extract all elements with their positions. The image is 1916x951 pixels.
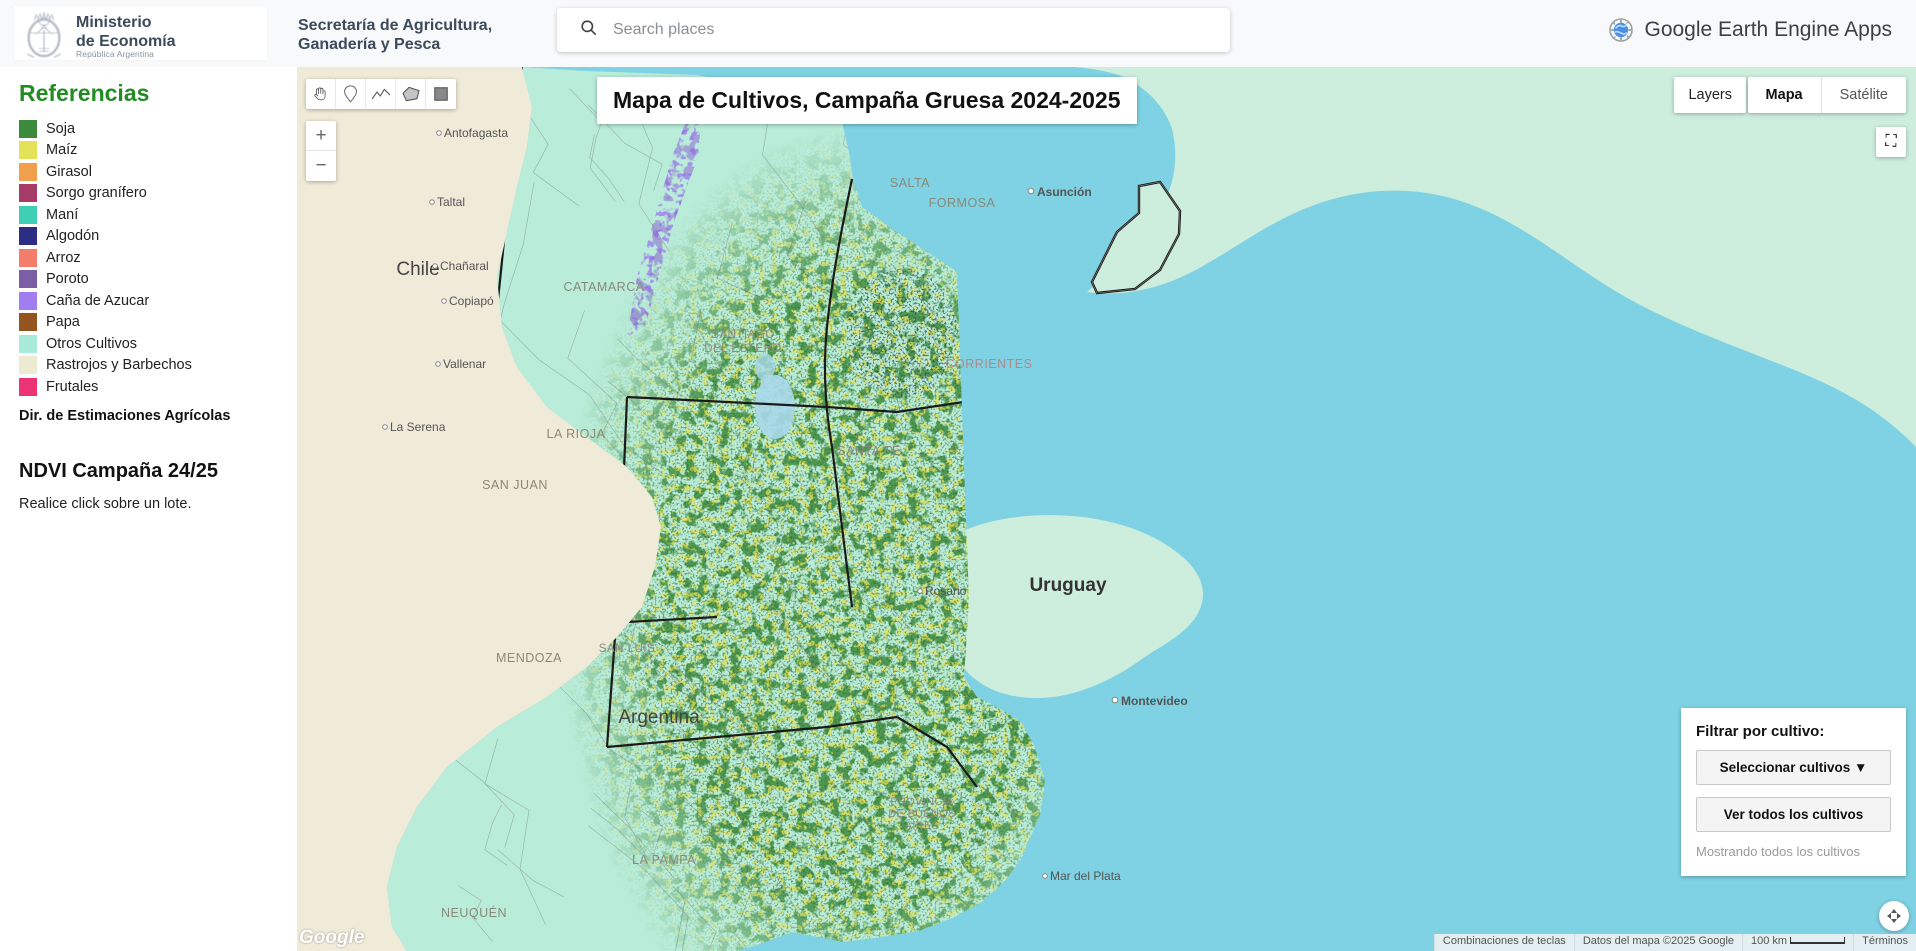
svg-text:SANTIAGO: SANTIAGO bbox=[711, 329, 774, 341]
svg-text:Copiapó: Copiapó bbox=[449, 294, 494, 308]
svg-text:Vallenar: Vallenar bbox=[443, 357, 486, 371]
svg-text:Montevideo: Montevideo bbox=[1121, 694, 1188, 708]
svg-text:Antofagasta: Antofagasta bbox=[444, 126, 508, 140]
svg-text:CORRIENTES: CORRIENTES bbox=[946, 357, 1033, 371]
svg-text:AIRES: AIRES bbox=[905, 820, 940, 832]
svg-text:PROVINCIA: PROVINCIA bbox=[890, 796, 954, 808]
svg-text:DE BUENOS: DE BUENOS bbox=[888, 808, 956, 820]
svg-text:LA PAMPA: LA PAMPA bbox=[632, 853, 696, 867]
svg-text:Taltal: Taltal bbox=[437, 195, 465, 209]
svg-text:CATAMARCA: CATAMARCA bbox=[563, 280, 644, 294]
svg-text:SAN LUIS: SAN LUIS bbox=[599, 643, 655, 655]
svg-text:Asunción: Asunción bbox=[1037, 185, 1092, 199]
svg-text:NEUQUÉN: NEUQUÉN bbox=[441, 905, 507, 920]
svg-text:Argentina: Argentina bbox=[618, 707, 700, 728]
svg-text:Uruguay: Uruguay bbox=[1029, 575, 1107, 596]
svg-text:MENDOZA: MENDOZA bbox=[496, 651, 562, 665]
svg-text:SANTA FE: SANTA FE bbox=[837, 444, 901, 458]
svg-text:Mar del Plata: Mar del Plata bbox=[1050, 869, 1121, 883]
svg-text:Chile: Chile bbox=[396, 259, 439, 280]
svg-text:SALTA: SALTA bbox=[890, 176, 930, 190]
svg-text:SAN JUAN: SAN JUAN bbox=[482, 478, 548, 492]
svg-text:Chañaral: Chañaral bbox=[440, 259, 489, 273]
svg-text:Rosario: Rosario bbox=[925, 584, 967, 598]
svg-text:FORMOSA: FORMOSA bbox=[929, 196, 996, 210]
svg-text:La Serena: La Serena bbox=[390, 420, 446, 434]
svg-text:LA RIOJA: LA RIOJA bbox=[547, 427, 606, 441]
svg-text:DEL ESTERO: DEL ESTERO bbox=[704, 343, 781, 355]
